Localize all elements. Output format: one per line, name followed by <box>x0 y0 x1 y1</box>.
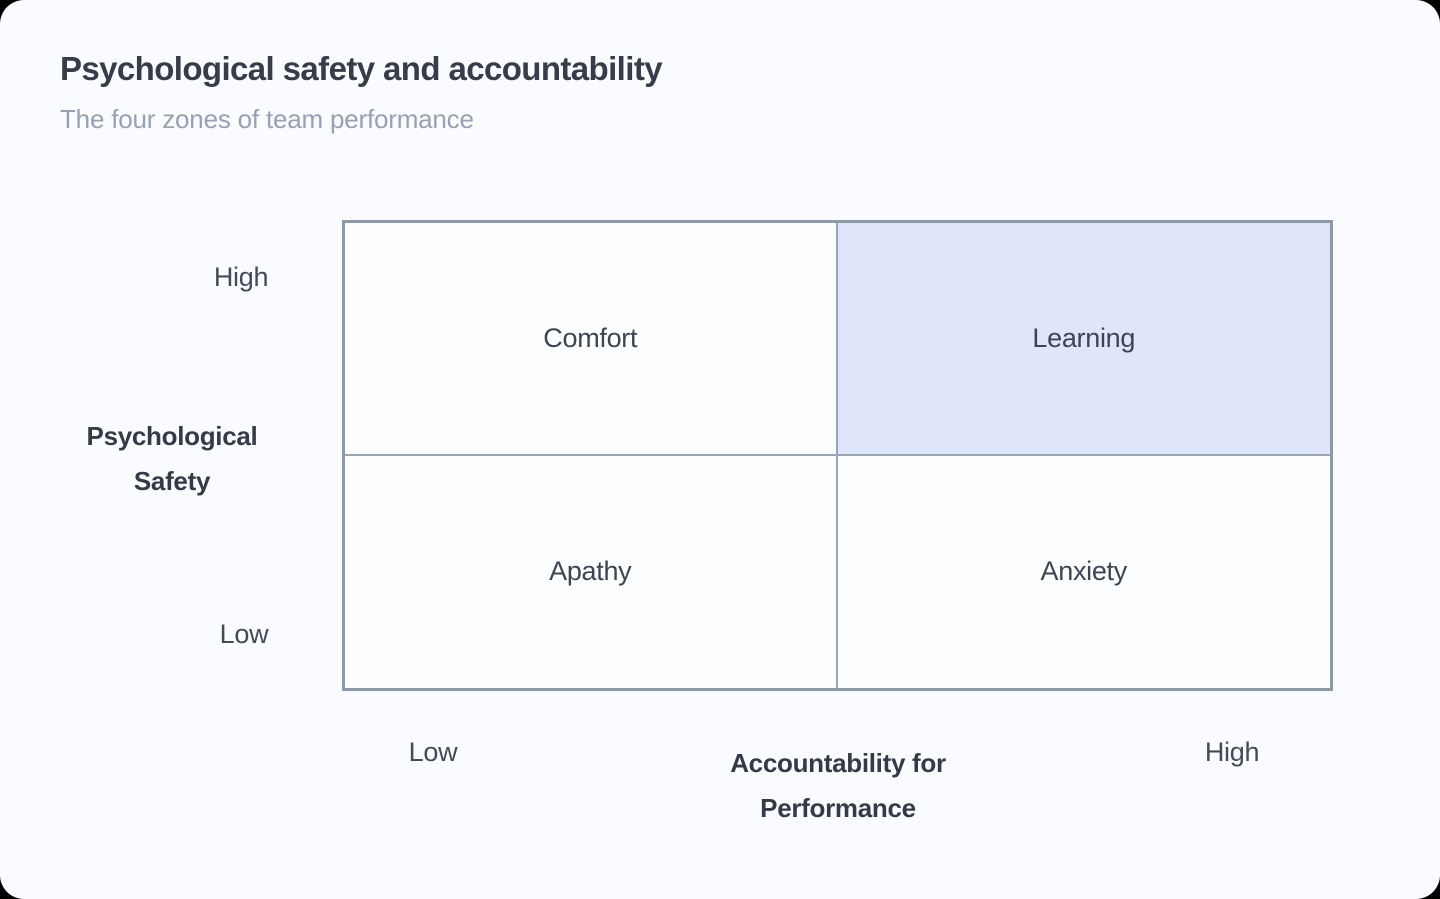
y-axis-title: Psychological Safety <box>87 414 258 504</box>
page-subtitle: The four zones of team performance <box>60 104 474 134</box>
x-axis-title-line2: Performance <box>760 793 916 823</box>
x-axis-title: Accountability for Performance <box>730 741 946 831</box>
quadrant-learning-label: Learning <box>1032 322 1136 353</box>
page-title: Psychological safety and accountability <box>60 50 663 87</box>
quadrant-comfort: Comfort <box>345 223 838 456</box>
quadrant-apathy-label: Apathy <box>549 556 632 587</box>
y-axis-low-label: Low <box>219 619 269 649</box>
x-axis-low-label: Low <box>408 737 458 767</box>
y-axis-title-line2: Safety <box>133 466 211 496</box>
x-axis-title-line1: Accountability for <box>730 748 946 778</box>
x-axis-high-label: High <box>1204 737 1260 767</box>
quadrant-learning: Learning <box>837 223 1330 456</box>
quadrant-anxiety: Anxiety <box>837 455 1330 688</box>
y-axis-title-line1: Psychological <box>86 421 258 451</box>
quadrant-anxiety-label: Anxiety <box>1040 556 1128 587</box>
y-axis-high-label: High <box>213 262 269 292</box>
quadrant-comfort-label: Comfort <box>543 322 638 353</box>
quadrant-apathy: Apathy <box>345 455 838 688</box>
quadrant-grid: Comfort Learning Apathy Anxiety <box>342 220 1333 691</box>
